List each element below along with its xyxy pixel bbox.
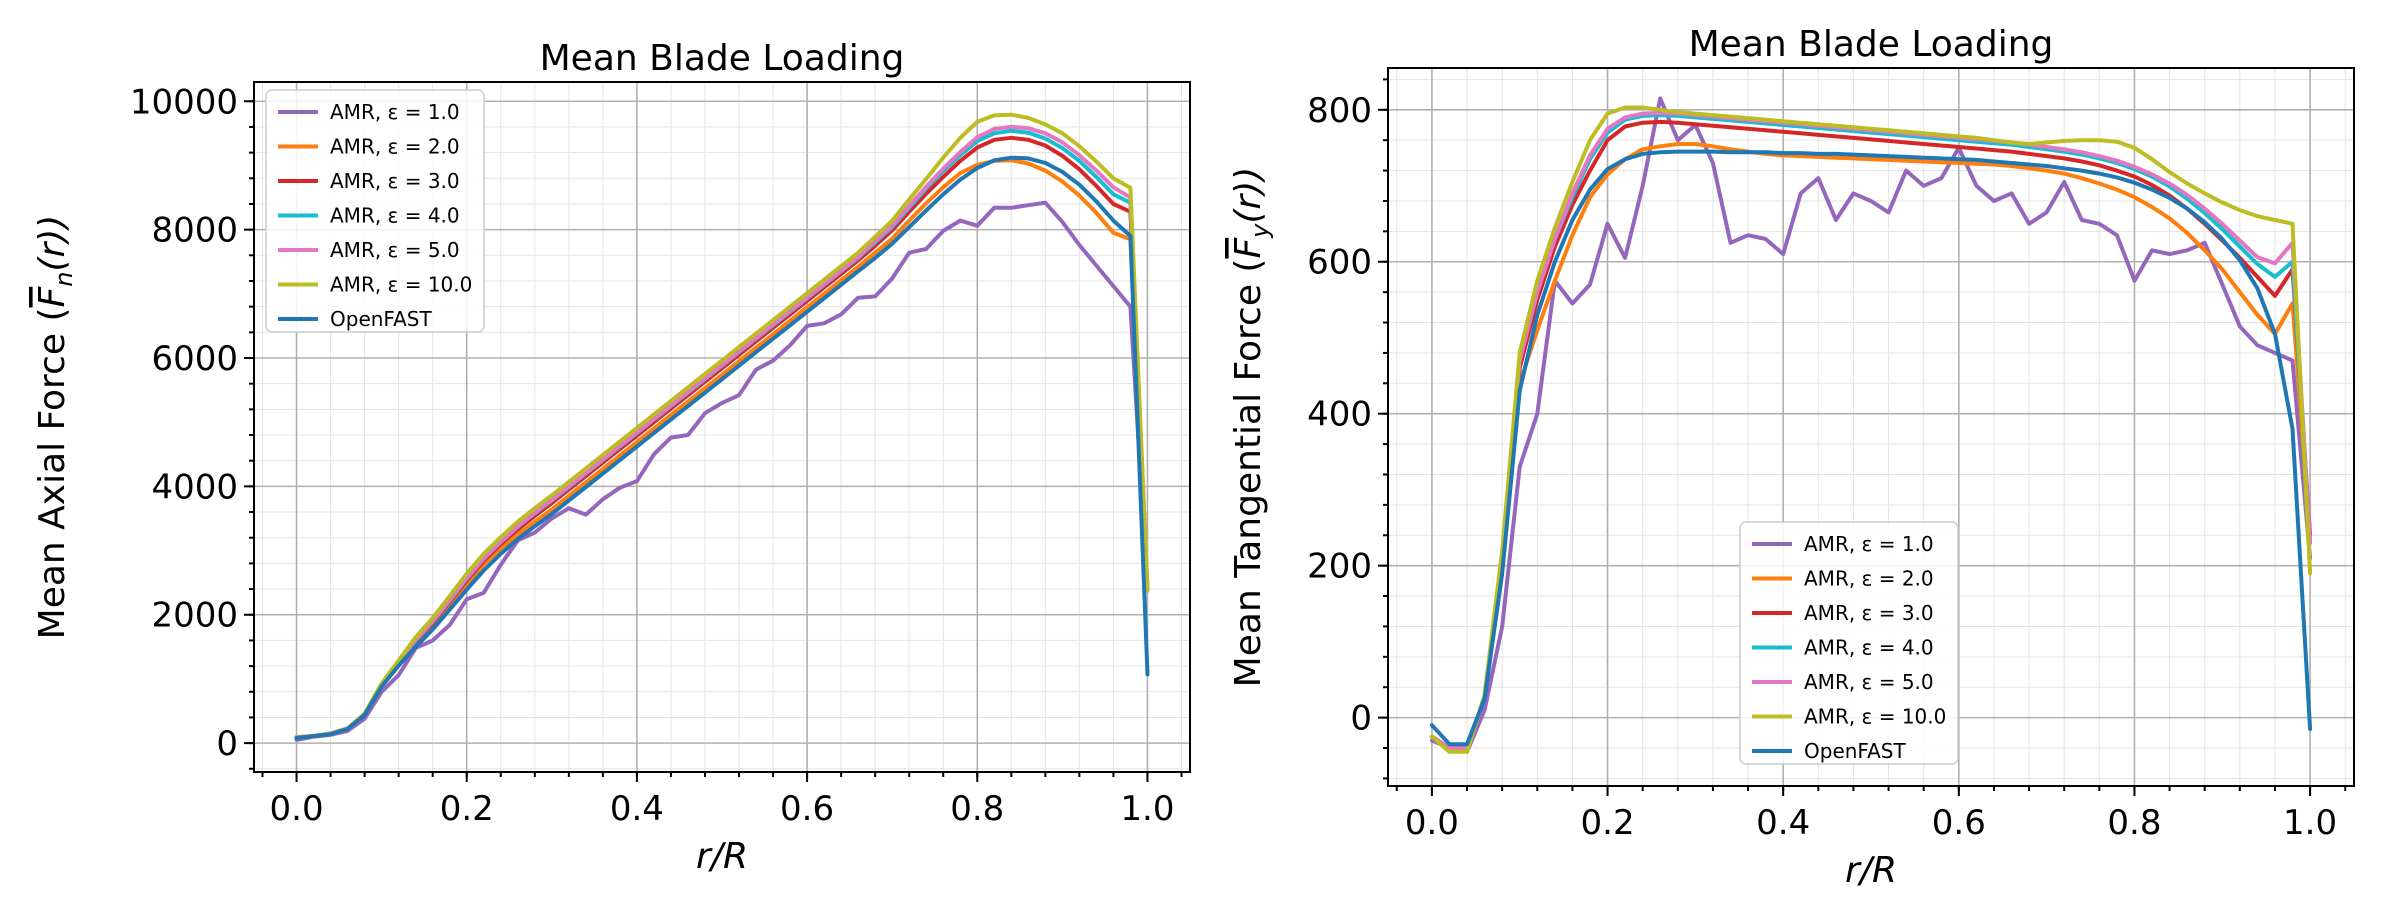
y-tick-label: 6000 (151, 339, 238, 379)
chart-title: Mean Blade Loading (540, 38, 905, 79)
legend-label-5: AMR, ε = 10.0 (1804, 705, 1946, 729)
series-line-0 (294, 200, 1150, 742)
y-axis-label-symbol: F (32, 286, 73, 308)
y-axis-label: Mean Tangential Force (Fy(r)) (1228, 167, 1274, 688)
legend-label-1: AMR, ε = 2.0 (1804, 567, 1934, 591)
legend: AMR, ε = 1.0 AMR, ε = 2.0 AMR, ε = 3.0 AMR,… (265, 89, 485, 333)
legend-label-6: OpenFAST (1804, 739, 1906, 763)
series-line-6 (294, 155, 1150, 740)
x-tick-label: 1.0 (2283, 803, 2337, 843)
y-axis-label-subscript: n (50, 272, 78, 287)
x-tick-label: 0.8 (2107, 803, 2161, 843)
y-tick-label: 4000 (151, 467, 238, 507)
series-group (1429, 96, 2313, 754)
x-tick-label: 0.4 (1756, 803, 1810, 843)
x-tick-label: 0.6 (1932, 803, 1986, 843)
series-line-6 (1429, 149, 2313, 747)
x-tick-label: 0.4 (610, 789, 664, 829)
series-line-5 (1429, 105, 2313, 754)
x-tick-label: 0.2 (440, 789, 494, 829)
x-tick-label: 0.8 (950, 789, 1004, 829)
series-line-0 (1429, 96, 2313, 754)
axial-force-chart: 0.0 0.2 0.4 0.6 0.8 1.0 0 2000 4000 6000 8000 10000… (32, 38, 1191, 877)
legend-label-2: AMR, ε = 3.0 (330, 169, 460, 193)
series-line-4 (294, 124, 1150, 740)
chart-title: Mean Blade Loading (1689, 24, 2054, 65)
legend: AMR, ε = 1.0 AMR, ε = 2.0 AMR, ε = 3.0 AMR,… (1739, 521, 1959, 765)
tangential-force-chart: 0.0 0.2 0.4 0.6 0.8 1.0 0 200 400 600 800 Mean Blad… (1228, 24, 2355, 891)
legend-box (1739, 521, 1959, 765)
legend-label-1: AMR, ε = 2.0 (330, 135, 460, 159)
plot-frame (253, 81, 1191, 773)
y-axis-label-tail: (r)) (32, 215, 73, 272)
y-tick-label: 600 (1307, 243, 1372, 283)
axis-ticks: 0.0 0.2 0.4 0.6 0.8 1.0 0 200 400 600 800 (1307, 78, 2347, 843)
x-tick-label: 0.6 (780, 789, 834, 829)
legend-label-0: AMR, ε = 1.0 (1804, 532, 1934, 556)
legend-label-2: AMR, ε = 3.0 (1804, 601, 1934, 625)
y-tick-label: 400 (1307, 395, 1372, 435)
x-tick-label: 0.0 (1405, 803, 1459, 843)
y-axis-label-main: Mean Tangential Force ( (1228, 259, 1269, 688)
legend-label-3: AMR, ε = 4.0 (1804, 636, 1934, 660)
x-axis-label: r/R (696, 836, 748, 877)
y-tick-label: 2000 (151, 596, 238, 636)
series-group (294, 112, 1150, 742)
major-grid (1388, 68, 2354, 786)
x-tick-label: 0.2 (1581, 803, 1635, 843)
y-axis-label-symbol: F (1228, 237, 1269, 259)
y-tick-label: 0 (216, 724, 238, 764)
legend-label-0: AMR, ε = 1.0 (330, 100, 460, 124)
y-tick-label: 10000 (130, 82, 238, 122)
legend-label-4: AMR, ε = 5.0 (330, 238, 460, 262)
x-tick-label: 0.0 (270, 789, 324, 829)
series-line-1 (1429, 142, 2313, 750)
legend-label-5: AMR, ε = 10.0 (330, 273, 472, 297)
y-axis-label-tail: (r)) (1228, 167, 1269, 224)
x-axis-label: r/R (1845, 850, 1897, 891)
plot-frame (1387, 67, 2355, 787)
legend-label-3: AMR, ε = 4.0 (330, 204, 460, 228)
legend-box (265, 89, 485, 333)
y-tick-label: 200 (1307, 547, 1372, 587)
y-axis-label-subscript: y (1246, 223, 1274, 239)
series-line-5 (294, 112, 1150, 740)
y-axis-label-main: Mean Axial Force ( (32, 308, 73, 640)
axis-ticks: 0.0 0.2 0.4 0.6 0.8 1.0 0 2000 4000 6000 8000 10000 (130, 82, 1183, 829)
y-axis-label: Mean Axial Force (Fn(r)) (32, 215, 78, 640)
legend-label-6: OpenFAST (330, 307, 432, 331)
y-tick-label: 800 (1307, 91, 1372, 131)
x-tick-label: 1.0 (1120, 789, 1174, 829)
y-tick-label: 0 (1350, 699, 1372, 739)
series-line-2 (1429, 119, 2313, 750)
y-tick-label: 8000 (151, 211, 238, 251)
legend-label-4: AMR, ε = 5.0 (1804, 670, 1934, 694)
